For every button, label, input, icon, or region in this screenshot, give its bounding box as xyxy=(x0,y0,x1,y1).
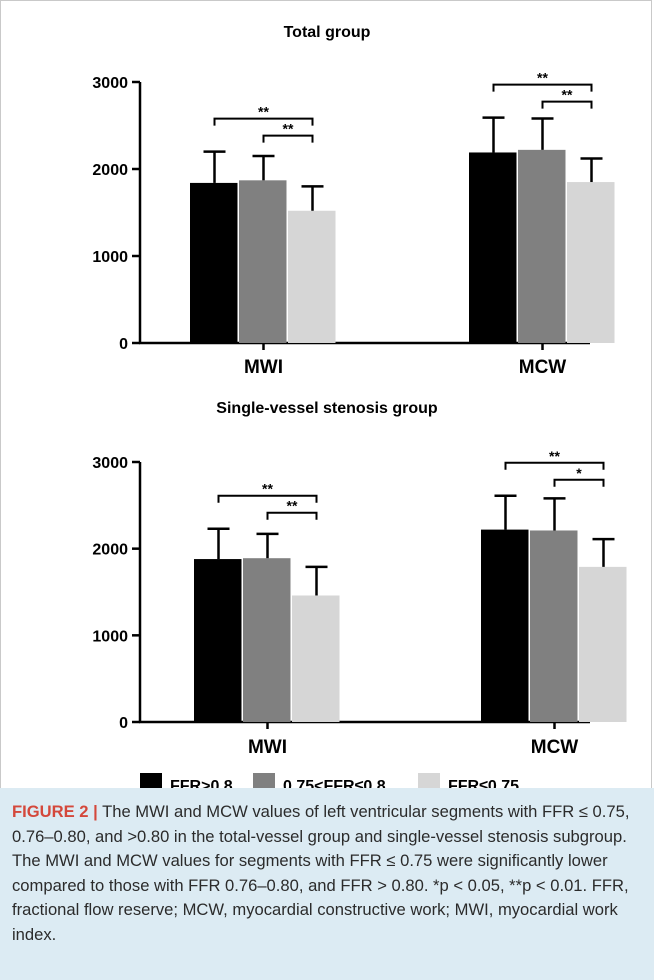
bar-mwi-series-0 xyxy=(190,182,238,343)
y-tick-label: 3000 xyxy=(92,75,128,92)
chart-title: Single-vessel stenosis group xyxy=(216,400,438,417)
category-label: MCW xyxy=(531,737,579,758)
significance-label: ** xyxy=(258,104,269,120)
significance-label: ** xyxy=(562,87,573,103)
bar-mwi-series-0 xyxy=(194,559,242,722)
significance-label: ** xyxy=(287,498,298,514)
significance-label: ** xyxy=(262,481,273,497)
y-tick-label: 1000 xyxy=(92,628,128,645)
caption-label: FIGURE 2 | xyxy=(12,802,98,821)
legend-label: 0.75<FFR≤0.8 xyxy=(283,778,386,790)
category-label: MCW xyxy=(519,357,567,378)
significance-label: ** xyxy=(537,70,548,86)
significance-label: ** xyxy=(549,448,560,464)
chart-title: Total group xyxy=(284,24,371,41)
significance-bracket xyxy=(504,461,605,470)
legend-swatch-series-1 xyxy=(253,773,275,790)
bar-mcw-series-2 xyxy=(579,566,627,722)
bar-mcw-series-0 xyxy=(469,152,517,343)
y-tick-label: 0 xyxy=(119,715,128,732)
caption-body: The MWI and MCW values of left ventricul… xyxy=(12,802,630,944)
bar-mwi-series-2 xyxy=(288,210,336,343)
y-tick-label: 2000 xyxy=(92,542,128,559)
legend-label: FFR>0.8 xyxy=(170,778,233,790)
significance-bracket xyxy=(541,100,593,109)
y-tick-label: 3000 xyxy=(92,455,128,472)
y-tick-label: 0 xyxy=(119,336,128,353)
significance-bracket xyxy=(262,134,314,143)
significance-bracket xyxy=(213,117,314,126)
legend-swatch-series-0 xyxy=(140,773,162,790)
bar-mwi-series-1 xyxy=(243,558,291,722)
bar-chart-figure: Total group 0 1000 2000 3000 MWI MCW ** ** ** ** Si… xyxy=(92,24,627,790)
y-tick-label: 2000 xyxy=(92,162,128,179)
significance-bracket xyxy=(553,478,605,487)
bar-mcw-series-1 xyxy=(530,530,578,722)
significance-bracket xyxy=(492,83,593,92)
significance-bracket xyxy=(266,511,318,520)
y-tick-label: 1000 xyxy=(92,249,128,266)
bar-mcw-series-2 xyxy=(567,182,615,343)
significance-label: ** xyxy=(283,121,294,137)
bar-mcw-series-1 xyxy=(518,149,566,343)
significance-bracket xyxy=(217,494,318,503)
category-label: MWI xyxy=(244,357,283,378)
legend-label: FFR≤0.75 xyxy=(448,778,519,790)
caption-panel xyxy=(0,788,654,980)
bar-mcw-series-0 xyxy=(481,529,529,722)
category-label: MWI xyxy=(248,737,287,758)
bar-mwi-series-2 xyxy=(292,595,340,722)
legend-swatch-series-2 xyxy=(418,773,440,790)
figure-caption: FIGURE 2 | The MWI and MCW values of lef… xyxy=(12,800,644,947)
significance-label: * xyxy=(576,465,582,481)
bar-mwi-series-1 xyxy=(239,180,287,343)
